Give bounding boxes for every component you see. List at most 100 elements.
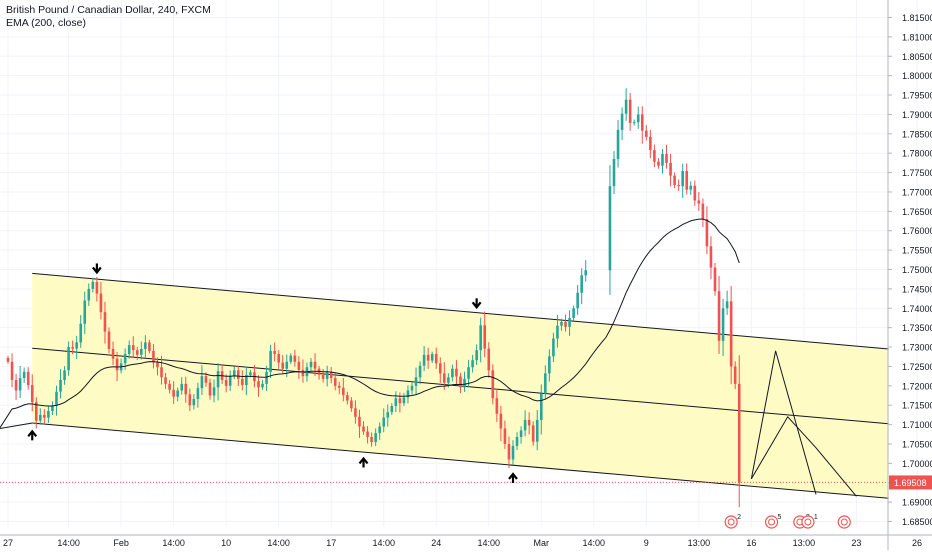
candle-body [366,431,369,437]
candle-body [426,354,430,361]
candle [71,340,74,355]
candle [653,144,656,168]
candle [216,362,220,401]
candle [721,298,725,356]
candle-body [107,331,111,349]
candle-body [265,371,268,384]
candle-body [39,414,42,421]
candle [6,355,10,364]
candle [483,311,487,358]
candle-body [447,377,450,383]
candle [657,158,660,169]
candle-body [184,383,188,395]
candle-body [737,383,741,483]
candle-body [321,374,325,379]
x-tick-label: 17 [326,538,336,548]
candle-body [624,99,628,114]
x-tick-label: 23 [851,538,861,548]
candle-body [669,162,672,176]
candle [673,172,676,189]
candle-body [67,347,70,371]
candle-body [705,219,709,247]
candle-body [451,368,454,378]
candle-body [394,398,398,406]
candle [277,350,280,369]
y-tick-label: 1.79000 [902,110,932,120]
economic-event-icon: 1 [801,514,818,529]
candle-body [22,371,26,379]
candle-body [507,443,511,460]
candle-body [725,301,729,309]
candle [111,341,115,366]
candle [495,388,499,422]
candle-body [398,398,402,404]
candle-body [51,405,54,412]
candle-body [402,397,406,404]
candle-body [636,114,640,123]
candle-body [168,383,171,390]
candle-body [103,312,107,332]
candle-body [539,393,543,420]
candle-body [556,325,559,339]
candle [402,392,406,407]
y-tick-label: 1.68500 [902,517,932,527]
candle-body [91,281,95,289]
x-tick-label: 9 [644,538,649,548]
candle-body [463,378,466,388]
candle [192,394,196,410]
candle-body [216,371,220,388]
x-tick-label: 13:00 [793,538,816,548]
candle-body [378,426,381,434]
candle [269,344,272,378]
candle-body [422,354,426,366]
candle-body [245,374,248,386]
candle [487,342,491,378]
candle-body [43,414,46,418]
economic-event-icon: 2 [724,514,741,529]
candle [289,353,293,365]
x-tick-label: 14:00 [57,538,80,548]
candle [79,315,83,348]
candle [293,349,297,367]
candle [560,318,563,331]
candle-body [438,363,442,374]
candle [733,361,737,390]
candle [426,347,430,369]
arrow-down-icon [471,298,482,310]
channel-lower-extension [0,422,33,429]
candle-body [148,342,151,351]
candle [63,366,66,385]
arrow-down-icon [92,263,102,275]
candle-body [657,161,660,166]
candle [325,365,329,387]
candle [552,332,555,363]
y-tick-label: 1.76000 [902,226,932,236]
candle-body [584,270,588,276]
candle-body [721,308,725,341]
candle-body [172,389,175,397]
candle [140,341,143,360]
candle [273,342,276,362]
y-tick-label: 1.81500 [902,13,932,23]
candle [152,343,155,369]
candle-body [608,186,612,271]
y-tick-label: 1.73000 [902,343,932,353]
candle-body [18,378,22,391]
candle-body [717,291,721,341]
candle [329,367,333,384]
candle [451,364,454,382]
candle-body [693,185,697,201]
candle [43,409,46,425]
candle-body [649,136,652,151]
arrow-up-icon [508,472,518,483]
y-tick-label: 1.72000 [902,381,932,391]
candle-body [443,373,446,383]
candle [584,260,588,282]
candle [83,291,87,335]
candle-body [10,361,14,380]
candle-body [111,348,115,359]
candle-body [301,369,305,377]
candle-body [483,325,487,349]
